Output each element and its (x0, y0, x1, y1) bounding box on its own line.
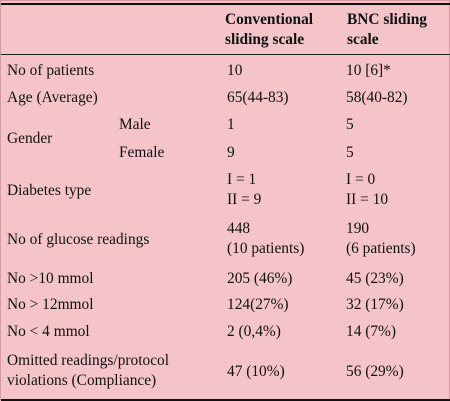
header-col2-line2: scale (347, 31, 379, 48)
male-conventional-value: 1 (227, 116, 235, 133)
header-conventional-sliding-scale: Conventional sliding scale (225, 10, 313, 50)
female-bnc-value: 5 (346, 144, 354, 161)
omitted-conventional-value: 47 (10%) (227, 363, 285, 380)
header-col2-line1: BNC sliding (347, 11, 427, 28)
female-conventional-value: 9 (227, 144, 235, 161)
gt10-bnc-value: 45 (23%) (346, 270, 404, 287)
diabetes-bnc-type1: I = 0 (346, 171, 376, 188)
lt4-bnc-value: 14 (7%) (346, 323, 397, 340)
header-col1-line1: Conventional (225, 11, 314, 28)
row-label-gt12-mmol: No > 12mmol (7, 296, 94, 313)
gt12-bnc-value: 32 (17%) (346, 296, 404, 313)
patients-bnc-value: 10 [6]* (346, 62, 391, 79)
row-label-gt10-mmol: No >10 mmol (7, 270, 94, 287)
glucose-conventional-patients: (10 patients) (227, 240, 305, 257)
gender-male-label: Male (119, 116, 151, 133)
diabetes-bnc-type2: II = 10 (346, 191, 389, 208)
patients-conventional-value: 10 (227, 62, 243, 79)
header-bnc-sliding-scale: BNC sliding scale (347, 10, 427, 50)
row-label-lt4-mmol: No < 4 mmol (7, 323, 90, 340)
gender-female-label: Female (119, 144, 165, 161)
header-divider (1, 54, 450, 55)
omitted-bnc-value: 56 (29%) (346, 363, 404, 380)
diabetes-conventional-type1: I = 1 (227, 171, 257, 188)
row-label-gender: Gender (7, 130, 53, 147)
glucose-bnc-patients: (6 patients) (346, 240, 416, 257)
glucose-bnc-count: 190 (346, 220, 370, 237)
lt4-conventional-value: 2 (0,4%) (227, 323, 281, 340)
age-bnc-value: 58(40-82) (346, 89, 408, 106)
row-label-glucose-readings: No of glucose readings (7, 231, 150, 248)
table-top-rule (1, 3, 450, 5)
glucose-conventional-count: 448 (227, 220, 251, 237)
row-label-omitted-line2: violations (Compliance) (7, 372, 157, 389)
header-col1-line2: sliding scale (225, 31, 305, 48)
gt12-conventional-value: 124(27%) (227, 296, 289, 313)
row-label-age: Age (Average) (7, 89, 98, 106)
row-label-diabetes-type: Diabetes type (7, 182, 92, 199)
gt10-conventional-value: 205 (46%) (227, 270, 293, 287)
diabetes-conventional-type2: II = 9 (227, 191, 262, 208)
male-bnc-value: 5 (346, 116, 354, 133)
age-conventional-value: 65(44-83) (227, 89, 289, 106)
row-label-patients: No of patients (7, 62, 95, 79)
row-label-omitted-line1: Omitted readings/protocol (7, 352, 169, 369)
